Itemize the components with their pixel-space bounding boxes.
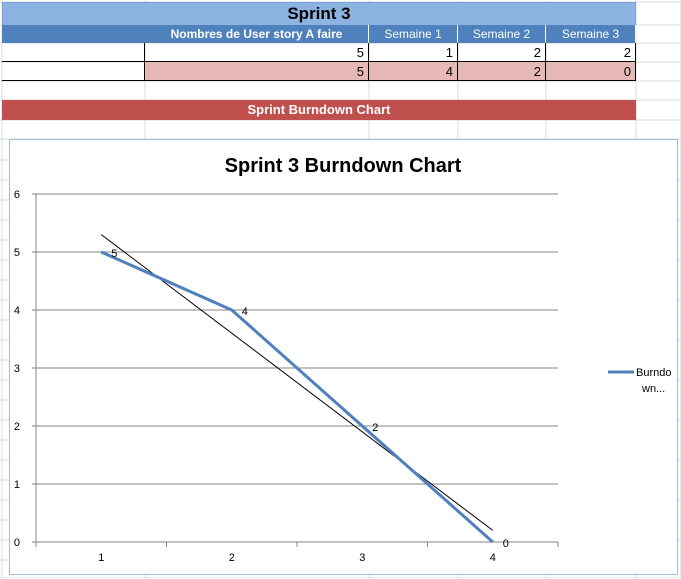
- y-tick-label-3: 3: [14, 363, 20, 375]
- sheet-title[interactable]: Sprint 3: [2, 2, 636, 26]
- row1-week-1[interactable]: 1: [369, 43, 458, 62]
- burndown-banner[interactable]: Sprint Burndown Chart: [2, 100, 636, 120]
- y-tick-label-0: 0: [14, 537, 20, 549]
- burndown-chart: Sprint 3 Burndown Chart 0 1 2 3 4 5 6 1 2 3 4 5 4 2 0 Bu…: [14, 155, 672, 564]
- data-label-0: 5: [111, 248, 117, 260]
- chart-title: Sprint 3 Burndown Chart: [225, 155, 462, 177]
- series-line-burndown: [100, 250, 494, 544]
- header-user-stories[interactable]: Nombres de User story A faire: [145, 25, 369, 43]
- row2-blank-cell[interactable]: [2, 62, 145, 81]
- row2-user-stories[interactable]: 5: [145, 62, 369, 81]
- y-tick-label-4: 4: [14, 305, 20, 317]
- x-tick-label-3: 3: [359, 552, 365, 564]
- y-tick-label-5: 5: [14, 247, 20, 259]
- row2-week-1[interactable]: 4: [369, 62, 458, 81]
- y-tick-label-2: 2: [14, 421, 20, 433]
- legend-label-line-1: Burndo: [636, 367, 671, 379]
- row2-week-3[interactable]: 0: [546, 62, 636, 81]
- header-week-2[interactable]: Semaine 2: [458, 25, 546, 43]
- data-label-1: 4: [242, 306, 248, 318]
- row1-week-2[interactable]: 2: [458, 43, 546, 62]
- row1-blank-cell[interactable]: [2, 43, 145, 62]
- header-blank-cell[interactable]: [2, 25, 145, 43]
- data-label-3: 0: [503, 538, 509, 550]
- header-week-3[interactable]: Semaine 3: [546, 25, 636, 43]
- x-tick-label-4: 4: [490, 552, 496, 564]
- trendline: [100, 234, 494, 531]
- legend-label-line-2: wn...: [641, 383, 665, 395]
- chart-frame[interactable]: Sprint 3 Burndown Chart 0 1 2 3 4 5 6 1 2 3 4 5 4 2 0 Bu…: [9, 139, 678, 575]
- x-tick-label-1: 1: [98, 552, 104, 564]
- row1-user-stories[interactable]: 5: [145, 43, 369, 62]
- row2-week-2[interactable]: 2: [458, 62, 546, 81]
- row1-week-3[interactable]: 2: [546, 43, 636, 62]
- y-tick-label-1: 1: [14, 479, 20, 491]
- x-tick-label-2: 2: [229, 552, 235, 564]
- header-week-1[interactable]: Semaine 1: [369, 25, 458, 43]
- data-label-2: 2: [372, 422, 378, 434]
- y-tick-label-6: 6: [14, 189, 20, 201]
